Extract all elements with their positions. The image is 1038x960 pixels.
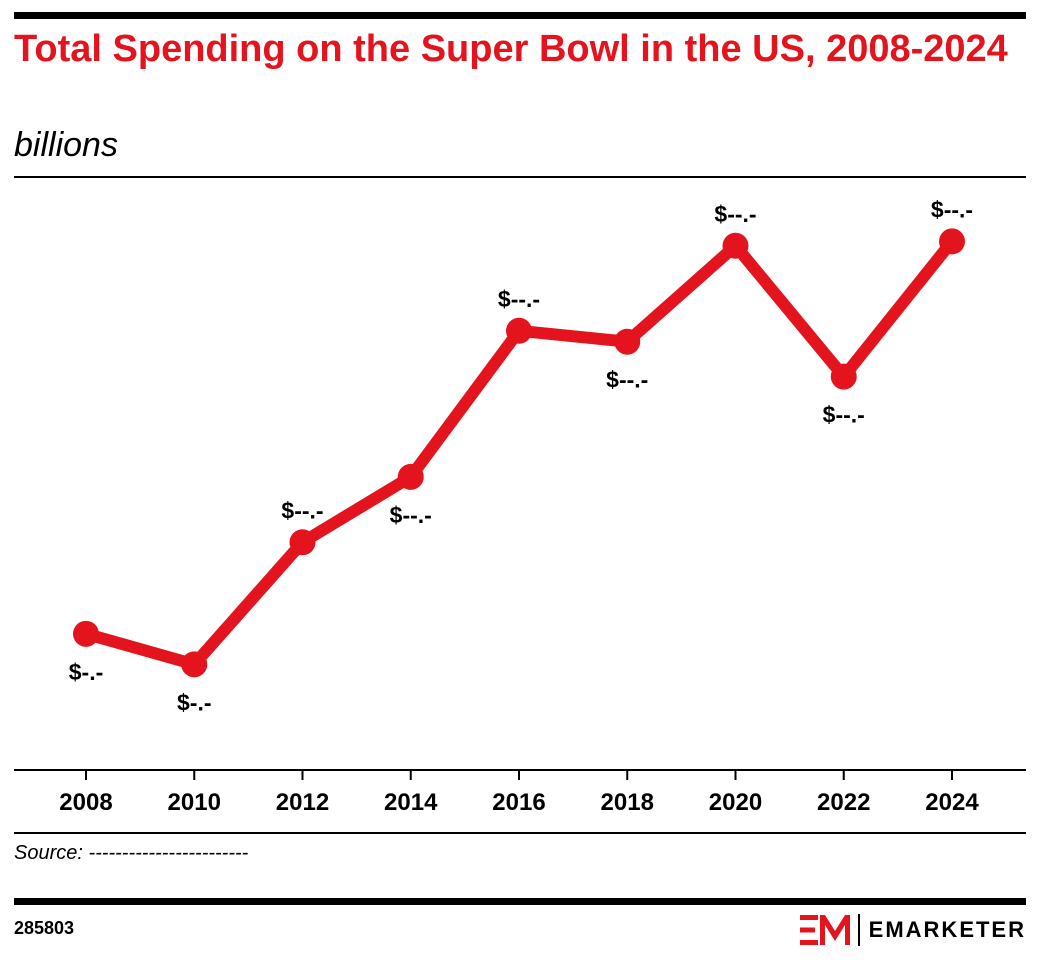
data-label: $--.- (823, 402, 865, 428)
data-point (289, 529, 316, 556)
data-point (830, 363, 857, 390)
data-point (939, 228, 965, 255)
data-label: $-.- (69, 659, 104, 685)
em-logo-icon (799, 915, 850, 945)
chart-title: Total Spending on the Super Bowl in the … (14, 28, 1008, 70)
bottom-rule (14, 898, 1026, 905)
data-label-layer: $-.- $-.- $--.- $--.- $--.- $--.- $--.- $--.- $-… (69, 196, 973, 715)
x-tick-label: 2018 (601, 789, 654, 816)
x-axis: 2008 2010 2012 2014 2016 2018 2020 2022 2024 (14, 769, 1026, 816)
x-tick-label: 2020 (709, 789, 762, 816)
data-label: $--.- (390, 502, 432, 528)
x-tick-label: 2012 (276, 789, 329, 816)
x-tick-label: 2022 (817, 789, 870, 816)
source-note: Source: ------------------------ (14, 842, 249, 864)
x-tick-label: 2008 (59, 789, 112, 816)
top-rule (14, 12, 1026, 19)
line-chart: 2008 2010 2012 2014 2016 2018 2020 2022 2024 $-.… (14, 196, 1026, 816)
data-point-layer (73, 228, 965, 678)
data-point (614, 328, 641, 355)
source-divider (14, 832, 1026, 834)
data-label: $--.- (714, 201, 756, 227)
data-point (73, 620, 99, 647)
chart-subtitle: billions (14, 126, 118, 164)
data-point (506, 317, 532, 344)
data-label: $--.- (606, 367, 648, 393)
data-label: $--.- (498, 286, 540, 312)
x-tick-label: 2016 (492, 789, 545, 816)
x-tick-label: 2014 (384, 789, 438, 816)
data-point (397, 463, 424, 490)
brand-name: EMARKETER (868, 917, 1026, 942)
brand-separator (857, 914, 860, 946)
data-point (181, 651, 208, 678)
data-label: $--.- (931, 196, 973, 222)
x-tick-label: 2024 (925, 789, 979, 816)
header-divider (14, 176, 1026, 178)
x-tick-label: 2010 (168, 789, 221, 816)
data-point (722, 232, 749, 259)
brand-logo[interactable]: EMARKETER (799, 912, 1026, 948)
data-label: $-.- (177, 689, 212, 715)
data-label: $--.- (281, 497, 323, 523)
chart-id: 285803 (14, 918, 75, 938)
